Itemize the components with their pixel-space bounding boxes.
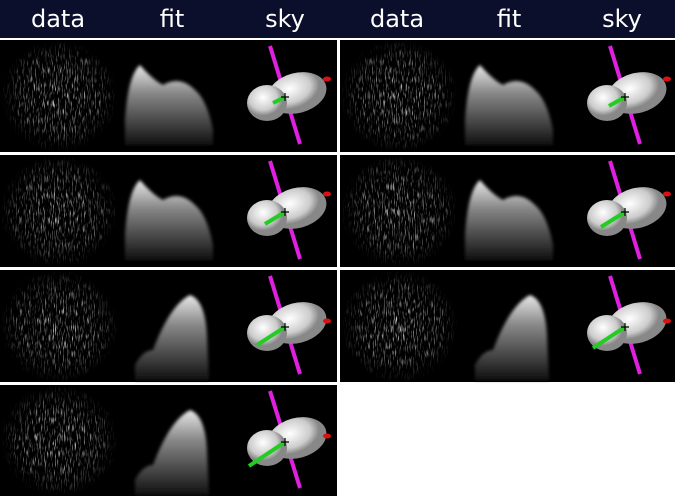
- center-mark: [281, 438, 289, 446]
- red-axis: [663, 191, 671, 197]
- green-axis: [247, 440, 287, 468]
- asteroid-lobe: [247, 430, 287, 466]
- asteroid-lobe: [587, 200, 627, 236]
- asteroid-lobe: [247, 85, 287, 121]
- asteroid-lobe: [587, 315, 627, 351]
- asteroid-lobe: [247, 315, 287, 351]
- center-mark: [621, 208, 629, 216]
- model-fit: [125, 180, 213, 260]
- radar-data: [0, 270, 118, 382]
- center-mark: [621, 323, 629, 331]
- model-fit: [465, 180, 553, 260]
- red-axis: [323, 318, 331, 324]
- green-axis: [272, 95, 286, 105]
- red-axis: [323, 433, 331, 439]
- radar-data: [0, 385, 118, 496]
- green-axis: [255, 325, 287, 347]
- asteroid-lobe: [587, 85, 627, 121]
- model-fit: [135, 410, 209, 495]
- header-label: sky: [265, 5, 305, 33]
- center-mark: [621, 93, 629, 101]
- header-bar: [0, 0, 675, 38]
- center-mark: [281, 208, 289, 216]
- asteroid-lobe: [247, 200, 287, 236]
- header-label: sky: [602, 5, 642, 33]
- radar-data: [0, 155, 118, 267]
- red-axis: [663, 318, 671, 324]
- header-label: data: [370, 5, 424, 33]
- green-axis: [599, 210, 627, 229]
- green-axis: [263, 210, 287, 226]
- red-axis: [663, 76, 671, 82]
- model-fit: [465, 65, 553, 145]
- center-mark: [281, 93, 289, 101]
- header-label: fit: [160, 5, 185, 33]
- green-axis: [608, 95, 626, 108]
- radar-data: [0, 40, 118, 152]
- center-mark: [281, 323, 289, 331]
- green-axis: [591, 325, 627, 350]
- red-axis: [323, 76, 331, 82]
- model-fit: [125, 65, 213, 145]
- radar-data: [340, 270, 458, 382]
- radar-data: [340, 40, 458, 152]
- red-axis: [323, 191, 331, 197]
- model-fit: [475, 295, 549, 380]
- radar-data: [340, 155, 458, 267]
- model-fit: [135, 295, 209, 380]
- header-label: fit: [497, 5, 522, 33]
- header-label: data: [31, 5, 85, 33]
